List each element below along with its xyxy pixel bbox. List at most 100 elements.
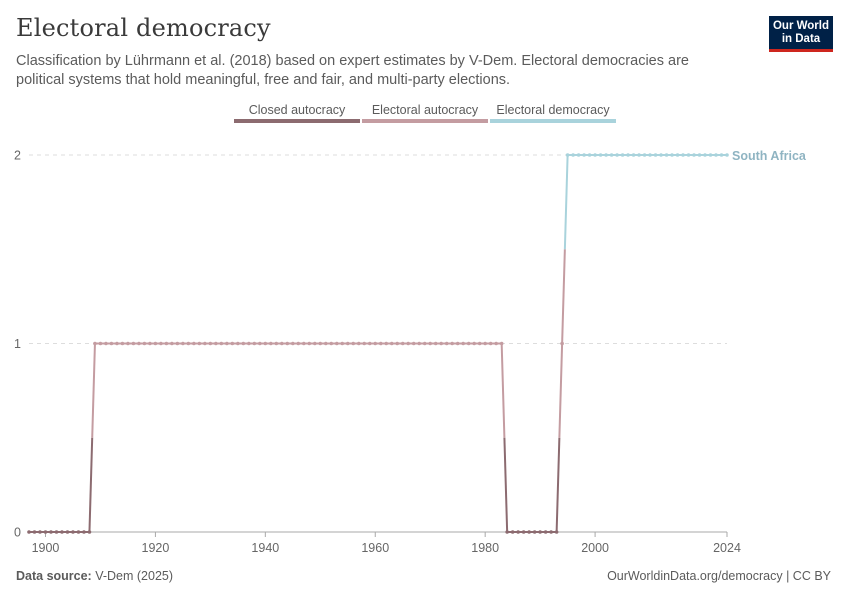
series-point — [356, 341, 361, 346]
series-point — [406, 341, 411, 346]
series-point — [389, 341, 394, 346]
series-point — [334, 341, 339, 346]
series-point — [472, 341, 476, 346]
series-point — [214, 341, 218, 346]
series-point — [323, 341, 328, 346]
series-point — [345, 341, 350, 346]
series-point — [340, 341, 345, 346]
series-point — [142, 341, 147, 346]
data-source-value[interactable]: V-Dem (2025) — [95, 569, 174, 583]
series-point — [378, 341, 383, 346]
series-point — [285, 341, 290, 346]
series-point — [510, 530, 515, 534]
series-point — [159, 341, 163, 346]
series-point — [291, 341, 295, 346]
series-line-segment — [88, 437, 94, 533]
series-point — [494, 341, 498, 346]
series-line-segment — [503, 437, 509, 533]
series-point — [164, 341, 169, 346]
series-point — [488, 341, 493, 346]
series-point — [131, 341, 136, 346]
series-point — [247, 341, 251, 346]
series-point — [351, 341, 356, 346]
series-point — [280, 341, 284, 346]
series-point — [708, 153, 713, 157]
series-point — [60, 530, 64, 534]
series-point — [71, 530, 75, 534]
series-point — [126, 341, 130, 346]
owid-logo[interactable]: Our World in Data — [769, 16, 833, 52]
series-point — [725, 153, 729, 157]
series-point — [554, 530, 559, 534]
series-point — [538, 530, 542, 534]
legend-label-1: Electoral autocracy — [372, 103, 479, 117]
series-point — [148, 341, 152, 346]
series-point — [664, 153, 669, 157]
series-point — [417, 341, 422, 346]
series-point — [98, 341, 103, 346]
series-point — [208, 341, 213, 346]
series-point — [329, 341, 334, 346]
series-point — [87, 530, 92, 534]
x-tick-label-6: 2024 — [713, 541, 741, 555]
series-point — [137, 341, 141, 346]
series-point — [43, 530, 48, 534]
series-point — [653, 153, 658, 157]
series-point — [367, 341, 372, 346]
series-line-segment — [500, 343, 506, 438]
series-point — [236, 341, 240, 346]
series-point — [626, 153, 630, 157]
series-point — [433, 341, 438, 346]
series-point — [521, 530, 526, 534]
series-point — [82, 530, 86, 534]
series-line-segment — [91, 343, 96, 438]
series-point — [384, 341, 389, 346]
series-point — [76, 530, 81, 534]
series-point — [241, 341, 246, 346]
series-point — [263, 341, 268, 346]
chart-svg: Closed autocracy Electoral autocracy Elect… — [14, 103, 807, 555]
legend-swatch-1 — [362, 119, 488, 123]
series-point — [175, 341, 180, 346]
series-line-segment — [555, 437, 561, 533]
series-point — [587, 153, 592, 157]
series-point — [65, 530, 70, 534]
series-point — [439, 341, 444, 346]
series-point — [274, 341, 279, 346]
series-point — [516, 530, 520, 534]
series-line-segment — [558, 343, 564, 438]
series-point — [703, 153, 707, 157]
series-point — [373, 341, 378, 346]
series-point — [719, 153, 724, 157]
legend-label-2: Electoral democracy — [496, 103, 610, 117]
series-point — [686, 153, 691, 157]
x-tick-label-1: 1920 — [142, 541, 170, 555]
attribution-link[interactable]: OurWorldinData.org/democracy | CC BY — [607, 569, 831, 583]
series-point — [54, 530, 59, 534]
series-point — [400, 341, 405, 346]
series-point — [477, 341, 482, 346]
series-point — [543, 530, 548, 534]
x-tick-label-0: 1900 — [32, 541, 60, 555]
series-point — [203, 341, 207, 346]
series-point — [302, 341, 306, 346]
series-point — [258, 341, 262, 346]
series-point — [170, 341, 174, 346]
series-point — [32, 530, 37, 534]
series-point — [27, 530, 31, 534]
series-point — [428, 341, 433, 346]
series-point — [549, 530, 553, 534]
series-point — [483, 341, 487, 346]
series-point — [109, 341, 114, 346]
series-point — [681, 153, 685, 157]
series-point — [395, 341, 400, 346]
legend-swatch-0 — [234, 119, 360, 123]
series-point — [499, 341, 504, 346]
y-tick-label-1: 1 — [14, 337, 21, 351]
series-point — [505, 530, 509, 534]
series-point — [422, 341, 427, 346]
series-point — [362, 341, 367, 346]
y-tick-label-2: 2 — [14, 149, 21, 163]
series-point — [252, 341, 257, 346]
series-point — [697, 153, 702, 157]
